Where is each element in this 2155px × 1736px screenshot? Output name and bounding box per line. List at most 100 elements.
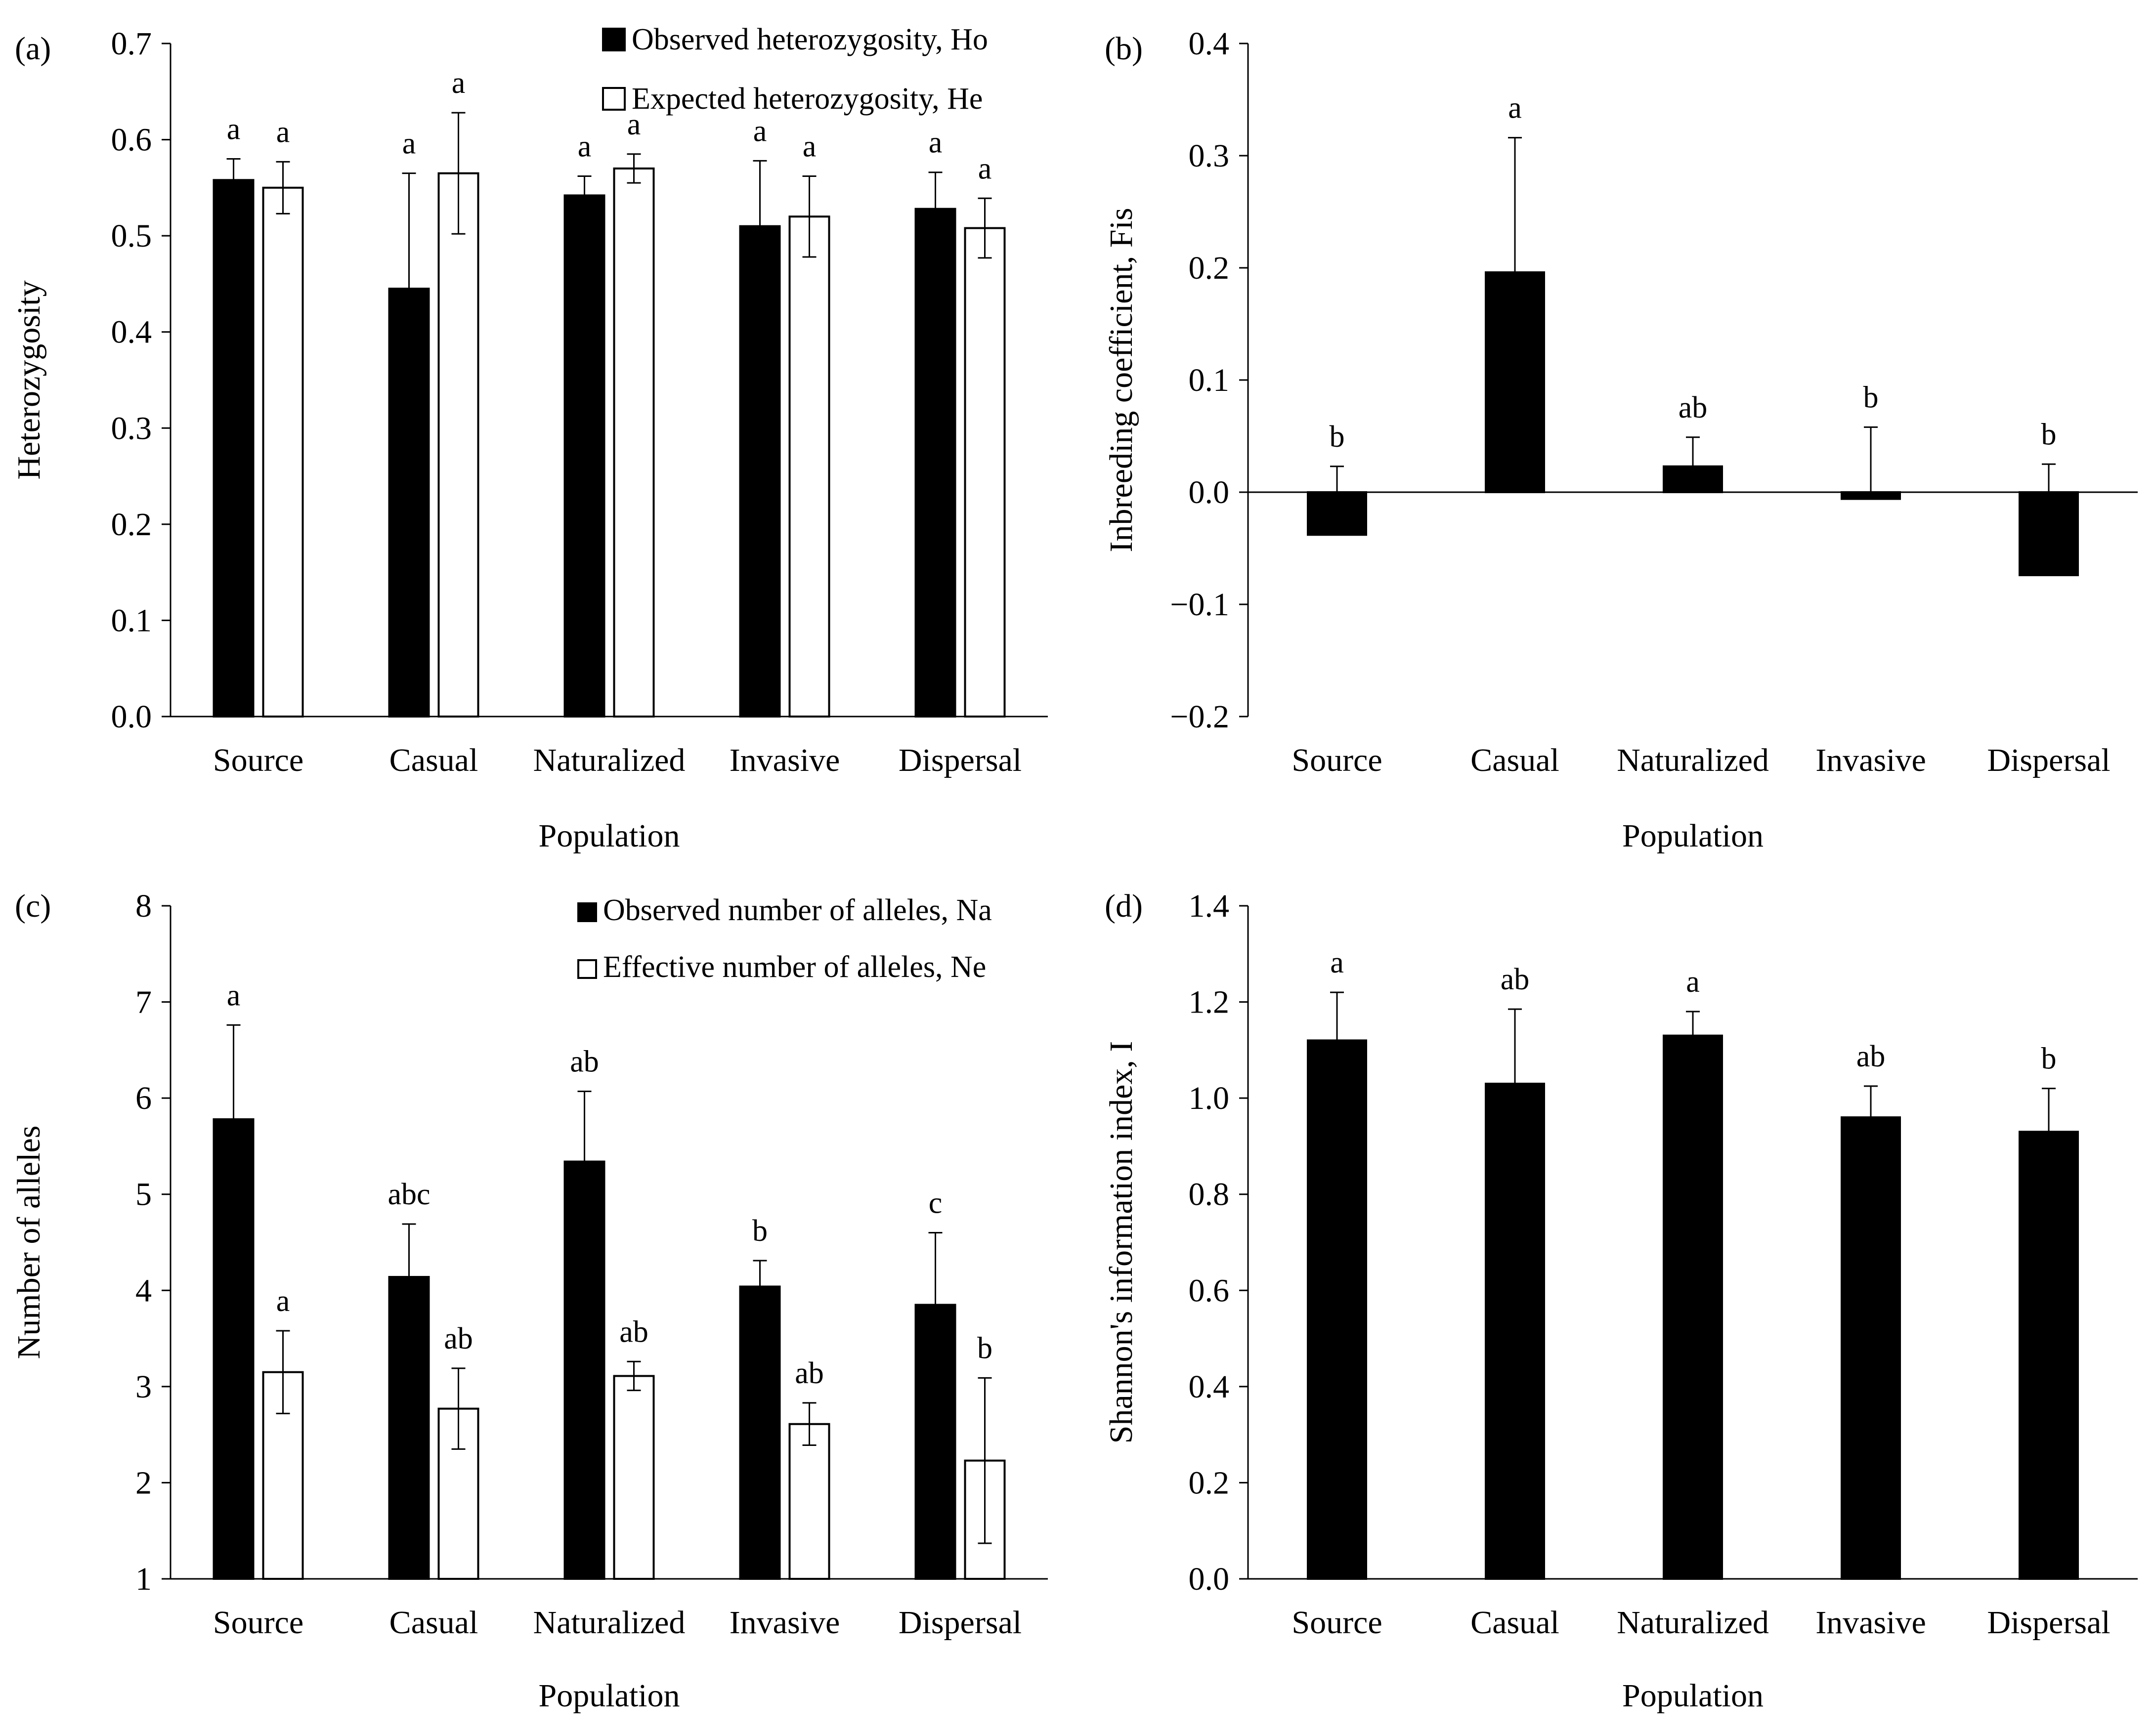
- panel-label: (c): [15, 888, 51, 924]
- x-axis-title: Population: [1622, 818, 1764, 854]
- legend-swatch: [577, 959, 597, 979]
- significance-letter: b: [2041, 418, 2057, 451]
- y-tick-label: 8: [135, 888, 152, 924]
- x-tick-label: Source: [1292, 742, 1382, 778]
- y-axis-title: Inbreeding coefficient, Fis: [1103, 208, 1139, 552]
- bar: [1307, 1039, 1367, 1580]
- bar: [563, 194, 605, 718]
- y-tick-label: 0.3: [111, 410, 152, 446]
- significance-letter: a: [929, 126, 943, 160]
- significance-letter: b: [752, 1214, 768, 1248]
- significance-letter: ab: [444, 1322, 473, 1355]
- x-tick-label: Invasive: [730, 1605, 840, 1641]
- bar: [213, 179, 255, 718]
- y-tick-label: −0.2: [1170, 699, 1229, 735]
- x-tick-label: Source: [1292, 1605, 1382, 1641]
- y-tick-label: −0.1: [1170, 587, 1229, 623]
- significance-letter: ab: [795, 1356, 824, 1390]
- significance-letter: b: [1330, 420, 1345, 454]
- y-tick-label: 1.4: [1189, 888, 1230, 924]
- significance-letter: a: [1508, 91, 1522, 125]
- y-tick-label: 0.2: [1189, 250, 1230, 286]
- x-tick-label: Invasive: [1815, 742, 1926, 778]
- x-tick-label: Casual: [389, 742, 478, 778]
- significance-letter: a: [452, 66, 466, 100]
- significance-letter: a: [1686, 965, 1700, 999]
- bar: [739, 225, 781, 718]
- significance-letter: ab: [1856, 1040, 1886, 1073]
- significance-letter: b: [2041, 1042, 2057, 1076]
- x-tick-label: Dispersal: [1987, 1605, 2110, 1641]
- bar: [262, 186, 304, 718]
- y-tick-label: 0.0: [1189, 474, 1230, 510]
- y-tick-label: 0.1: [111, 602, 152, 638]
- legend-swatch: [602, 28, 626, 51]
- bar: [964, 227, 1006, 718]
- significance-letter: a: [402, 127, 416, 161]
- y-tick-label: 6: [135, 1080, 152, 1116]
- significance-letter: a: [227, 978, 241, 1012]
- y-axis-title: Number of alleles: [11, 1126, 47, 1359]
- x-tick-label: Casual: [1470, 742, 1559, 778]
- significance-letter: a: [753, 114, 767, 148]
- y-tick-label: 7: [135, 984, 152, 1020]
- bar: [388, 1276, 430, 1580]
- bar: [388, 288, 430, 718]
- bar: [563, 1160, 605, 1580]
- panel-label: (a): [15, 31, 51, 67]
- significance-letter: b: [977, 1331, 992, 1365]
- x-tick-label: Naturalized: [1617, 1605, 1769, 1641]
- significance-letter: a: [227, 112, 241, 146]
- y-tick-label: 0.2: [111, 507, 152, 543]
- x-tick-label: Dispersal: [899, 742, 1022, 778]
- y-axis-title: Heterozygosity: [11, 280, 47, 479]
- y-tick-label: 0.6: [1189, 1272, 1230, 1309]
- bar: [213, 1118, 255, 1580]
- y-tick-label: 0.7: [111, 26, 152, 62]
- significance-letter: abc: [388, 1178, 430, 1211]
- x-axis-title: Population: [538, 1678, 680, 1714]
- x-tick-label: Source: [213, 1605, 303, 1641]
- panel-label: (b): [1105, 31, 1143, 67]
- y-tick-label: 0.2: [1189, 1465, 1230, 1501]
- significance-letter: c: [929, 1186, 943, 1220]
- y-tick-label: 5: [135, 1177, 152, 1213]
- legend-swatch: [577, 902, 597, 922]
- x-tick-label: Naturalized: [533, 1605, 686, 1641]
- bar: [739, 1285, 781, 1580]
- y-tick-label: 0.4: [1189, 1369, 1230, 1405]
- legend-entry: Observed number of alleles, Na: [603, 893, 992, 927]
- significance-letter: ab: [619, 1315, 648, 1349]
- y-tick-label: 0.0: [111, 699, 152, 735]
- x-tick-label: Naturalized: [533, 742, 686, 778]
- y-tick-label: 0.5: [111, 218, 152, 254]
- significance-letter: a: [627, 108, 641, 141]
- y-tick-label: 4: [135, 1272, 152, 1309]
- significance-letter: a: [803, 130, 817, 164]
- bar: [914, 208, 956, 718]
- y-tick-label: 0.0: [1189, 1561, 1230, 1597]
- legend-entry: Observed heterozygosity, Ho: [632, 23, 988, 56]
- significance-letter: a: [1330, 946, 1344, 979]
- y-tick-label: 1.2: [1189, 984, 1230, 1020]
- y-tick-label: 0.6: [111, 122, 152, 158]
- y-axis-title: Shannon's information index, I: [1103, 1041, 1139, 1444]
- y-tick-label: 3: [135, 1369, 152, 1405]
- y-tick-label: 0.4: [1189, 26, 1230, 62]
- x-tick-label: Casual: [1470, 1605, 1559, 1641]
- x-tick-label: Invasive: [730, 742, 840, 778]
- bar: [2019, 1131, 2079, 1580]
- chart-panel-1: (a) 0.0 0.1 0.2 0.3 0.4 0.5 0.6 0.7 Heterozygosit…: [11, 23, 1048, 854]
- significance-letter: a: [276, 115, 290, 149]
- x-tick-label: Invasive: [1815, 1605, 1926, 1641]
- significance-letter: ab: [1501, 963, 1530, 996]
- chart-panel-4: (d) 0.0 0.2 0.4 0.6 0.8 1.0 1.2 1.4 Shannon's inf…: [1103, 888, 2138, 1714]
- significance-letter: ab: [570, 1045, 599, 1079]
- x-tick-label: Casual: [389, 1605, 478, 1641]
- significance-letter: a: [978, 152, 992, 185]
- y-tick-label: 1.0: [1189, 1080, 1230, 1116]
- bar: [1841, 1116, 1901, 1580]
- significance-letter: ab: [1679, 391, 1708, 424]
- significance-letter: a: [578, 130, 592, 164]
